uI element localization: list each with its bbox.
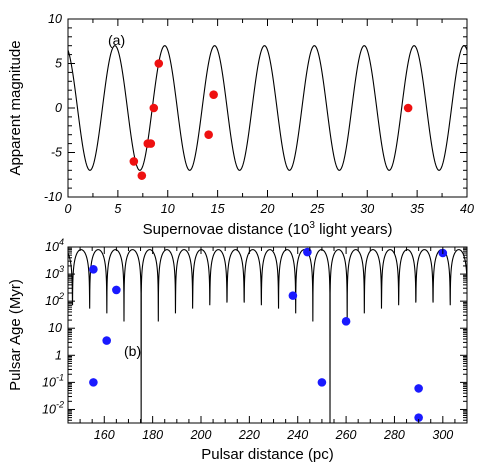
x-tick-label-b: 220 [238, 428, 260, 442]
x-tick-label-b: 160 [94, 428, 115, 442]
curve-b [67, 249, 468, 424]
x-tick-label-b: 240 [286, 428, 308, 442]
x-ticks-b: 160 180 200 220 240 260 280 300 [79, 247, 456, 442]
data-point-b [317, 378, 327, 387]
curve-line-a [67, 45, 468, 171]
y-tick-label-b: 10 [48, 321, 62, 335]
data-point-b [102, 336, 111, 345]
plot-frame-b [67, 246, 468, 424]
panel-label-b: (b) [124, 343, 141, 359]
x-axis-label-a: Supernovae distance (103 light years) [143, 220, 393, 238]
y-tick-label-a: -10 [44, 190, 62, 204]
x-axis-label-b: Pulsar distance (pc) [201, 446, 334, 463]
y-axis-label-b: Pulsar Age (Myr) [7, 279, 24, 391]
curve-a [67, 45, 468, 171]
y-tick-label-b: 103 [45, 264, 64, 281]
x-tick-label-b: 180 [142, 428, 163, 442]
data-point-a [403, 103, 413, 113]
x-tick-label-b: 280 [383, 428, 405, 442]
y-tick-label-b: 10-1 [42, 372, 64, 389]
data-point-b [89, 378, 98, 387]
x-tick-label-a: 35 [410, 202, 424, 216]
panel-label-a: (a) [108, 32, 125, 48]
x-ticks-a: 0 5 10 15 20 25 30 35 40 [65, 19, 474, 216]
data-point-a [154, 59, 164, 68]
data-point-b [414, 384, 423, 393]
y-tick-label-b: 10-2 [42, 399, 64, 416]
panel-a: 0 5 10 15 20 25 30 35 40 -10 -5 0 5 10 (a) Supernova… [7, 12, 474, 238]
y-tick-label-a: -5 [51, 146, 62, 160]
data-point-b [288, 291, 298, 300]
x-tick-label-a: 10 [161, 202, 175, 216]
x-tick-label-b: 200 [190, 428, 212, 442]
y-tick-label-a: 0 [55, 101, 62, 115]
panel-b: 160 180 200 220 240 260 280 300 10410310210110-… [7, 237, 468, 463]
points-a [129, 59, 413, 180]
y-axis-label-a: Apparent magnitude [7, 40, 24, 175]
x-tick-label-a: 0 [65, 202, 72, 216]
x-tick-label-a: 20 [260, 202, 275, 216]
x-tick-label-a: 25 [309, 202, 324, 216]
y-ticks-a: -10 -5 0 5 10 [44, 12, 467, 204]
data-point-a [149, 103, 159, 113]
data-point-a [209, 90, 218, 99]
x-tick-label-a: 30 [360, 202, 374, 216]
data-point-b [112, 285, 121, 295]
y-tick-label-b: 102 [45, 291, 64, 308]
y-tick-label-a: 5 [55, 57, 62, 71]
y-tick-label-b: 1 [55, 348, 62, 362]
data-point-a [129, 157, 139, 166]
data-point-b [89, 265, 98, 274]
data-point-a [146, 139, 156, 148]
y-tick-label-a: 10 [48, 12, 62, 26]
y-tick-label-b: 104 [45, 237, 64, 254]
x-tick-label-b: 300 [432, 428, 453, 442]
data-point-b [303, 247, 312, 257]
x-tick-label-a: 15 [211, 202, 225, 216]
points-b [89, 247, 448, 422]
data-point-b [414, 413, 423, 422]
x-tick-label-a: 40 [460, 202, 474, 216]
data-point-b [341, 317, 351, 326]
x-tick-label-b: 260 [335, 428, 357, 442]
curve-line-b [67, 249, 468, 424]
x-tick-label-a: 5 [114, 202, 121, 216]
data-point-a [204, 130, 213, 139]
data-point-a [137, 171, 147, 180]
